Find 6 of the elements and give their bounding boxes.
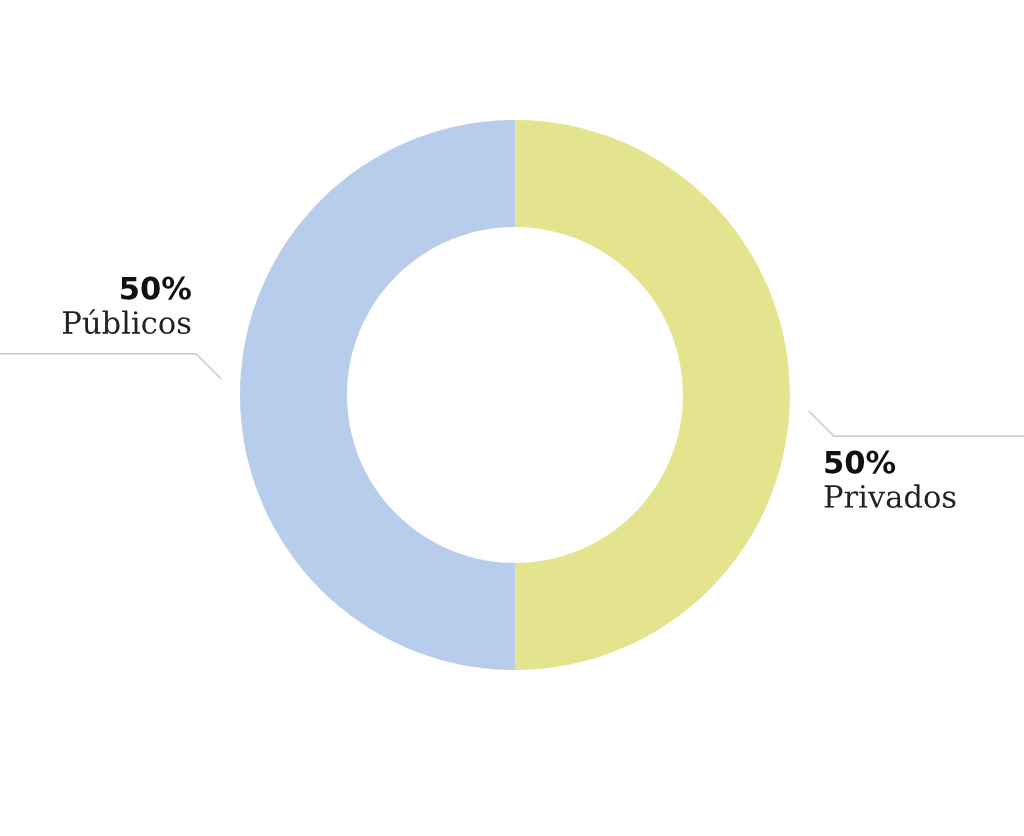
slice-label: Privados: [824, 484, 956, 509]
donut-slice: [240, 120, 515, 670]
slice-label: Públicos: [63, 309, 191, 335]
data-label: 50%: [121, 276, 191, 300]
data-label: 50%: [825, 450, 896, 474]
donut-slice: [515, 120, 790, 670]
